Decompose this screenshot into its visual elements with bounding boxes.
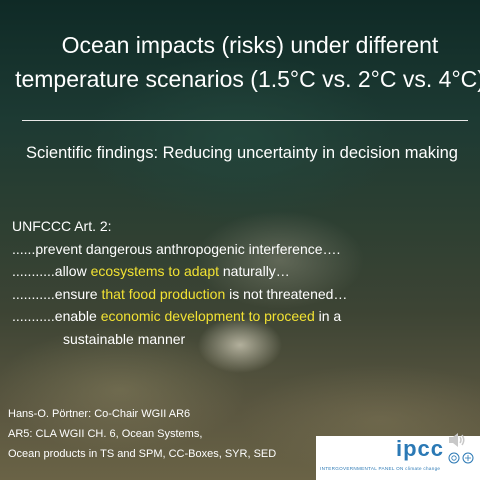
title-divider [22, 120, 468, 121]
unfccc-article-block: UNFCCC Art. 2: ......prevent dangerous a… [12, 215, 472, 350]
bullet-ecosystems: ...........allow ecosystems to adapt nat… [12, 260, 472, 283]
bullet-text: ...........ensure [12, 285, 102, 302]
slide-subtitle: Scientific findings: Reducing uncertaint… [26, 144, 458, 162]
un-emblem-icon [448, 452, 460, 464]
bullet-prevent: ......prevent dangerous anthropogenic in… [12, 240, 341, 257]
slide-title: Ocean impacts (risks) under different te… [15, 32, 480, 92]
bullet-economy-cont: sustainable manner [63, 330, 186, 347]
credit-line: AR5: CLA WGII CH. 6, Ocean Systems, [8, 428, 203, 440]
bullet-economy: ...........enable economic development t… [12, 305, 472, 328]
author-credits: Hans-O. Pörtner: Co-Chair WGII AR6 AR5: … [8, 404, 318, 464]
highlight-text: economic development to proceed [100, 308, 315, 324]
credit-line: Ocean products in TS and SPM, CC-Boxes, … [8, 448, 277, 460]
ipcc-logo: ipcc INTERGOVERNMENTAL PANEL ON climate … [316, 436, 480, 480]
logo-tagline: INTERGOVERNMENTAL PANEL ON climate chang… [320, 466, 441, 471]
bullet-food: ...........ensure that food production i… [12, 283, 472, 306]
credit-line: Hans-O. Pörtner: Co-Chair WGII AR6 [8, 408, 191, 420]
wmo-emblem-icon [462, 452, 474, 464]
bullet-text: ...........allow [12, 263, 91, 279]
highlight-text: that food production [101, 285, 226, 302]
bullet-text: naturally… [219, 263, 290, 279]
logo-wordmark: ipcc [396, 436, 445, 461]
bullet-text: is not threatened… [225, 285, 348, 302]
speaker-icon[interactable] [446, 430, 466, 450]
highlight-text: ecosystems to adapt [90, 263, 219, 279]
article-heading: UNFCCC Art. 2: [12, 218, 112, 234]
bullet-text: in a [314, 308, 342, 324]
bullet-text: ...........enable [12, 308, 101, 324]
